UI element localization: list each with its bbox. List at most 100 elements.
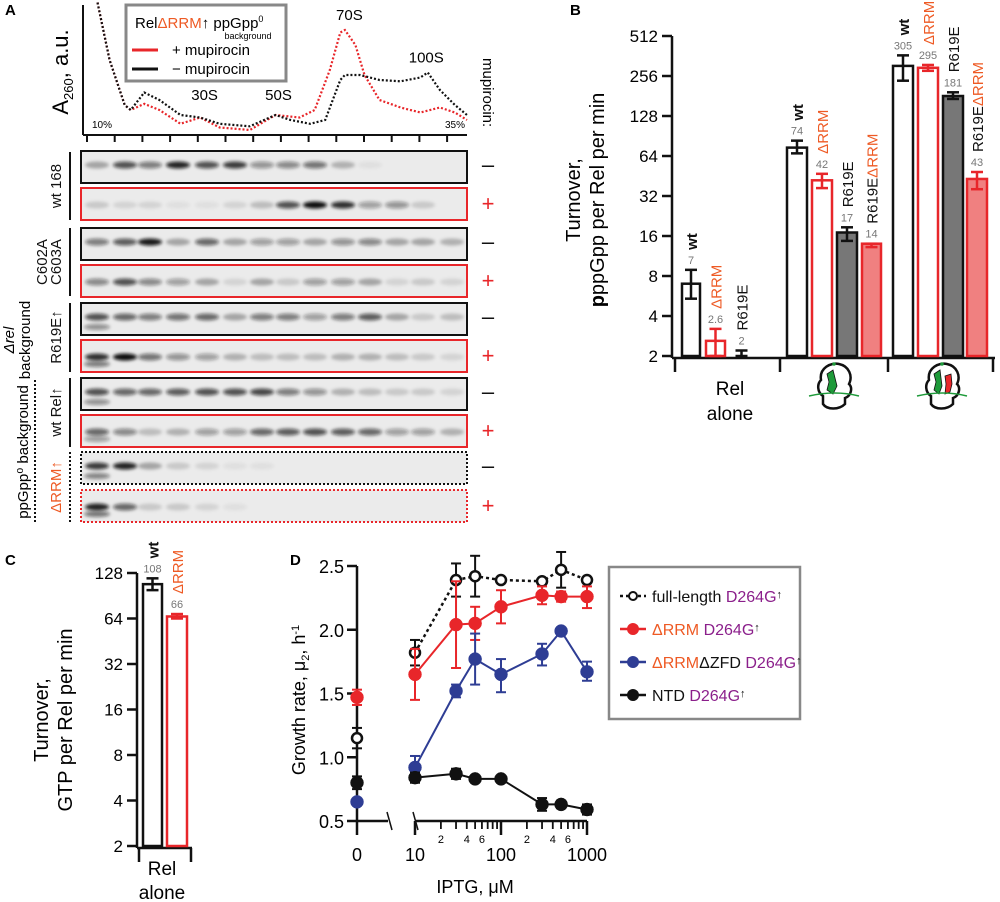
bar-name-label: wt bbox=[684, 233, 701, 251]
blot-band bbox=[166, 201, 190, 209]
bar-wt: 74 wt bbox=[785, 104, 809, 358]
y-axis-label-line2: pppGpp per Rel per min bbox=[587, 93, 609, 308]
y-label-main: A bbox=[48, 100, 73, 115]
data-point bbox=[494, 573, 508, 587]
blot-band bbox=[195, 313, 219, 321]
data-point bbox=[580, 802, 594, 817]
blot-band bbox=[85, 201, 109, 209]
panel-label-a: A bbox=[5, 2, 16, 19]
blot-band bbox=[195, 353, 219, 361]
strain-label: wt 168 bbox=[48, 164, 65, 209]
y-tick-label: 1.5 bbox=[319, 685, 344, 705]
legend-title: RelΔRRM↑ ppGpp0 bbox=[135, 14, 263, 32]
blot-band bbox=[195, 161, 219, 169]
strain-label: R619E↑ bbox=[48, 310, 65, 363]
blot-band bbox=[85, 388, 109, 396]
bar-name-label: wt bbox=[896, 19, 913, 37]
legend-entry: NTD D264G↑ bbox=[652, 688, 746, 705]
blot-band bbox=[223, 238, 247, 246]
blot-band bbox=[358, 238, 382, 246]
bar-wt: 7 wt bbox=[680, 233, 702, 358]
minus-sign: – bbox=[482, 304, 495, 329]
legend-marker bbox=[627, 689, 639, 701]
gradient-end-label: 35% bbox=[445, 120, 465, 131]
legend-entry: + mupirocin bbox=[172, 42, 250, 59]
blot-band bbox=[331, 201, 355, 209]
blot-band bbox=[385, 388, 409, 396]
y-tick-label: 2.5 bbox=[319, 557, 344, 577]
legend-entry: full-length D264G↑ bbox=[652, 589, 782, 606]
minus-sign: – bbox=[482, 379, 495, 404]
bar-name-label: R619E bbox=[840, 161, 857, 207]
minus-sign: – bbox=[482, 453, 495, 478]
blot-band bbox=[440, 388, 464, 396]
x-tick-label: 10 bbox=[405, 845, 425, 865]
blot-band bbox=[440, 428, 464, 436]
x-minor-label: 2 bbox=[524, 834, 530, 846]
blot-band bbox=[85, 353, 109, 361]
panel-label-b: B bbox=[570, 2, 581, 19]
y-tick-label: 1.0 bbox=[319, 748, 344, 768]
x-minor-label: 4 bbox=[550, 834, 556, 846]
blot-band bbox=[113, 462, 137, 470]
blot-band bbox=[113, 161, 137, 169]
blot-band bbox=[138, 238, 162, 246]
blot-band bbox=[250, 462, 274, 470]
value-label: 42 bbox=[816, 159, 828, 171]
blot-band bbox=[113, 238, 137, 246]
bar-δrrm: 295 ΔRRM bbox=[916, 1, 940, 358]
y-tick-label: 8 bbox=[649, 267, 658, 286]
plus-sign: + bbox=[482, 418, 495, 443]
blot-band bbox=[385, 428, 409, 436]
legend-marker bbox=[627, 656, 639, 668]
blot-band bbox=[303, 201, 327, 209]
blot-band bbox=[166, 238, 190, 246]
blot-band bbox=[113, 313, 137, 321]
blot-band bbox=[411, 201, 435, 209]
y-tick-label: 2.0 bbox=[319, 621, 344, 641]
blot-band bbox=[166, 278, 190, 286]
blot-band bbox=[113, 503, 137, 511]
blot-band bbox=[85, 238, 109, 246]
series-1 bbox=[350, 580, 594, 706]
bar-δrrm: 42 ΔRRM bbox=[810, 110, 834, 358]
y-tick-label: 4 bbox=[114, 792, 123, 811]
legend-marker bbox=[627, 623, 639, 635]
y-tick-label: 512 bbox=[630, 27, 658, 46]
bar bbox=[141, 582, 164, 848]
bar-name-label: wt bbox=[146, 542, 163, 560]
blot-band bbox=[84, 399, 110, 405]
blot-row: + bbox=[80, 414, 495, 448]
blot-band bbox=[411, 278, 435, 286]
blot-band bbox=[331, 353, 355, 361]
blot-band bbox=[331, 313, 355, 321]
value-label: 7 bbox=[688, 255, 694, 267]
blot-band bbox=[411, 428, 435, 436]
bar-name-label: wt bbox=[790, 104, 807, 122]
data-point bbox=[408, 770, 422, 785]
blot-band bbox=[195, 278, 219, 286]
blot-band bbox=[303, 428, 327, 436]
blot-band bbox=[331, 428, 355, 436]
bar-name-label: ΔRRM bbox=[815, 110, 832, 154]
blot-band bbox=[440, 313, 464, 321]
category-label: alone bbox=[139, 883, 186, 902]
data-point bbox=[554, 797, 568, 812]
bar bbox=[941, 94, 965, 358]
blot-band bbox=[166, 388, 190, 396]
peak-label: 70S bbox=[336, 7, 363, 24]
blot-band bbox=[250, 353, 274, 361]
blot-band bbox=[411, 238, 435, 246]
y-axis-label: Growth rate, μ2, h-1 bbox=[289, 625, 312, 775]
blot-band bbox=[303, 278, 327, 286]
background-label: background bbox=[17, 301, 34, 379]
profile-line-minus bbox=[96, 2, 468, 128]
y-axis-label-line1: Turnover, bbox=[563, 158, 585, 242]
blot-band bbox=[195, 201, 219, 209]
bar-name-label: R619EΔRRM bbox=[970, 62, 987, 152]
y-axis-label-line1: Turnover, bbox=[31, 678, 53, 762]
blot-row: – bbox=[80, 302, 495, 336]
peak-label: 50S bbox=[265, 87, 292, 104]
